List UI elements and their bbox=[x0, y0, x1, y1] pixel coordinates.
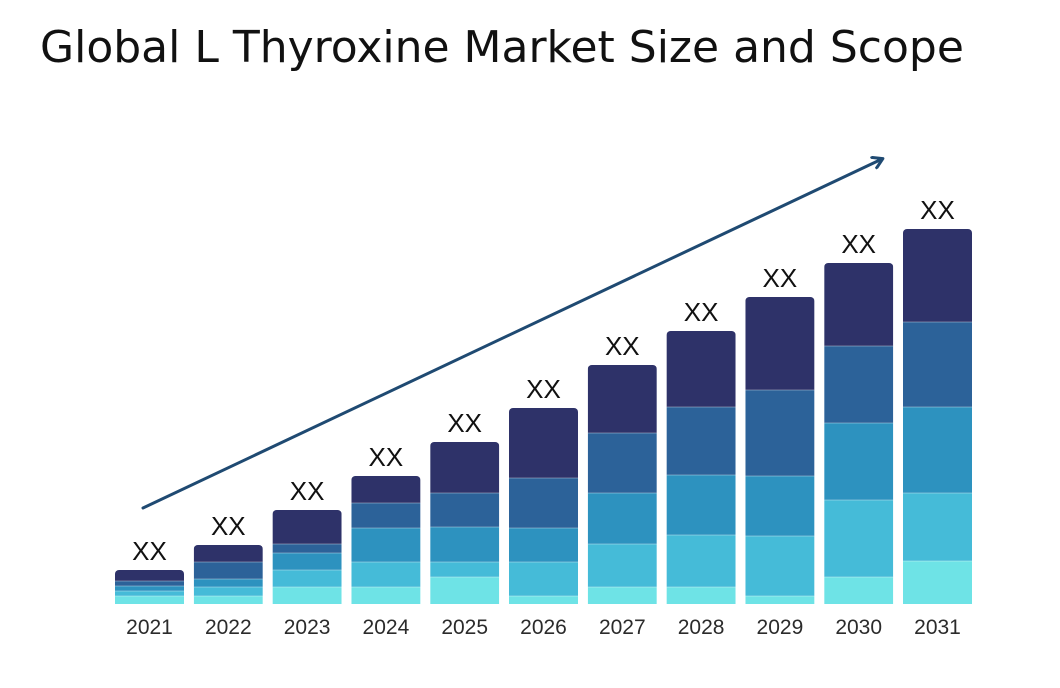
bar-segment-2029-2 bbox=[745, 536, 815, 596]
bar-segment-2022-3 bbox=[193, 579, 263, 587]
bar-segment-2023-5 bbox=[272, 510, 342, 544]
bar-2025 bbox=[430, 442, 500, 604]
x-tick-2031: 2031 bbox=[914, 616, 961, 639]
trend-arrow bbox=[141, 159, 882, 510]
bar-segment-2027-4 bbox=[587, 433, 657, 493]
bar-segment-2021-3 bbox=[115, 586, 184, 591]
bar-segment-2029-4 bbox=[745, 390, 815, 476]
bar-segment-2025-1 bbox=[430, 577, 500, 604]
bar-2026 bbox=[509, 408, 578, 604]
x-tick-2028: 2028 bbox=[678, 616, 725, 639]
bar-segment-2026-2 bbox=[509, 562, 578, 596]
bar-segment-2030-4 bbox=[824, 346, 894, 423]
x-axis-tick-labels: 2021 2022 2023 2024 2025 2026 2027 2028 2029 2030… bbox=[126, 616, 961, 639]
data-labels-group: XX XX XX XX XX XX XX XX XX XX XX bbox=[132, 195, 955, 566]
data-label-2029: XX bbox=[763, 263, 798, 293]
bar-segment-2024-3 bbox=[351, 528, 421, 562]
bar-segment-2028-2 bbox=[666, 535, 736, 587]
bar-segment-2023-3 bbox=[272, 553, 342, 570]
data-label-2021: XX bbox=[132, 536, 167, 566]
bar-segment-2022-2 bbox=[193, 587, 263, 596]
x-tick-2029: 2029 bbox=[757, 616, 804, 639]
x-tick-2025: 2025 bbox=[441, 616, 488, 639]
x-tick-2022: 2022 bbox=[205, 616, 252, 639]
chart-title: Global L Thyroxine Market Size and Scope bbox=[40, 22, 964, 73]
bar-segment-2026-3 bbox=[509, 528, 578, 562]
bar-2028 bbox=[666, 331, 736, 604]
data-label-2030: XX bbox=[841, 229, 876, 259]
bar-segment-2030-2 bbox=[824, 500, 894, 577]
bar-segment-2029-1 bbox=[745, 596, 815, 604]
bar-segment-2024-4 bbox=[351, 503, 421, 528]
bar-2031 bbox=[903, 229, 972, 604]
bar-segment-2023-2 bbox=[272, 570, 342, 587]
x-tick-2023: 2023 bbox=[284, 616, 331, 639]
bar-segment-2028-3 bbox=[666, 475, 736, 535]
bar-segment-2022-4 bbox=[193, 562, 263, 579]
bar-segment-2025-5 bbox=[430, 442, 500, 493]
bar-2027 bbox=[587, 365, 657, 604]
bar-2023 bbox=[272, 510, 342, 604]
bar-segment-2024-2 bbox=[351, 562, 421, 587]
bar-segment-2026-1 bbox=[509, 596, 578, 604]
bar-segment-2030-1 bbox=[824, 577, 894, 604]
bar-segment-2026-4 bbox=[509, 478, 578, 528]
bar-2022 bbox=[193, 545, 263, 604]
data-label-2025: XX bbox=[447, 408, 482, 438]
bar-segment-2031-2 bbox=[903, 493, 972, 561]
bar-segment-2028-1 bbox=[666, 587, 736, 604]
bar-segment-2031-3 bbox=[903, 407, 972, 493]
data-label-2023: XX bbox=[290, 476, 325, 506]
bar-segment-2029-5 bbox=[745, 297, 815, 390]
bar-segment-2022-1 bbox=[193, 596, 263, 604]
data-label-2031: XX bbox=[920, 195, 955, 225]
bar-segment-2024-5 bbox=[351, 476, 421, 503]
bar-2021 bbox=[115, 570, 184, 604]
bar-segment-2025-4 bbox=[430, 493, 500, 527]
x-tick-2021: 2021 bbox=[126, 616, 173, 639]
bar-segment-2021-4 bbox=[115, 581, 184, 586]
bar-segment-2025-2 bbox=[430, 562, 500, 577]
bar-segment-2025-3 bbox=[430, 527, 500, 562]
bar-segment-2027-3 bbox=[587, 493, 657, 544]
trend-arrow-group bbox=[141, 159, 882, 510]
bar-2029 bbox=[745, 297, 815, 604]
data-label-2028: XX bbox=[684, 297, 719, 327]
bar-segment-2030-3 bbox=[824, 423, 894, 500]
data-label-2022: XX bbox=[211, 511, 246, 541]
bar-segment-2026-5 bbox=[509, 408, 578, 478]
x-tick-2026: 2026 bbox=[520, 616, 567, 639]
bar-segment-2021-5 bbox=[115, 570, 184, 581]
bars-group bbox=[115, 229, 972, 604]
data-label-2027: XX bbox=[605, 331, 640, 361]
bar-2030 bbox=[824, 263, 894, 604]
bar-segment-2031-5 bbox=[903, 229, 972, 322]
bar-segment-2029-3 bbox=[745, 476, 815, 536]
data-label-2024: XX bbox=[369, 442, 404, 472]
bar-segment-2027-5 bbox=[587, 365, 657, 433]
data-label-2026: XX bbox=[526, 374, 561, 404]
bar-segment-2031-1 bbox=[903, 561, 972, 604]
bar-segment-2022-5 bbox=[193, 545, 263, 562]
bar-segment-2028-5 bbox=[666, 331, 736, 407]
bar-segment-2021-1 bbox=[115, 596, 184, 604]
x-tick-2024: 2024 bbox=[363, 616, 410, 639]
bar-segment-2024-1 bbox=[351, 587, 421, 604]
x-tick-2027: 2027 bbox=[599, 616, 646, 639]
bar-segment-2023-4 bbox=[272, 544, 342, 553]
bar-segment-2030-5 bbox=[824, 263, 894, 346]
bar-segment-2031-4 bbox=[903, 322, 972, 407]
bar-segment-2027-2 bbox=[587, 544, 657, 587]
bar-segment-2021-2 bbox=[115, 591, 184, 596]
x-tick-2030: 2030 bbox=[835, 616, 882, 639]
bar-segment-2023-1 bbox=[272, 587, 342, 604]
bar-segment-2028-4 bbox=[666, 407, 736, 475]
bar-segment-2027-1 bbox=[587, 587, 657, 604]
bar-2024 bbox=[351, 476, 421, 604]
